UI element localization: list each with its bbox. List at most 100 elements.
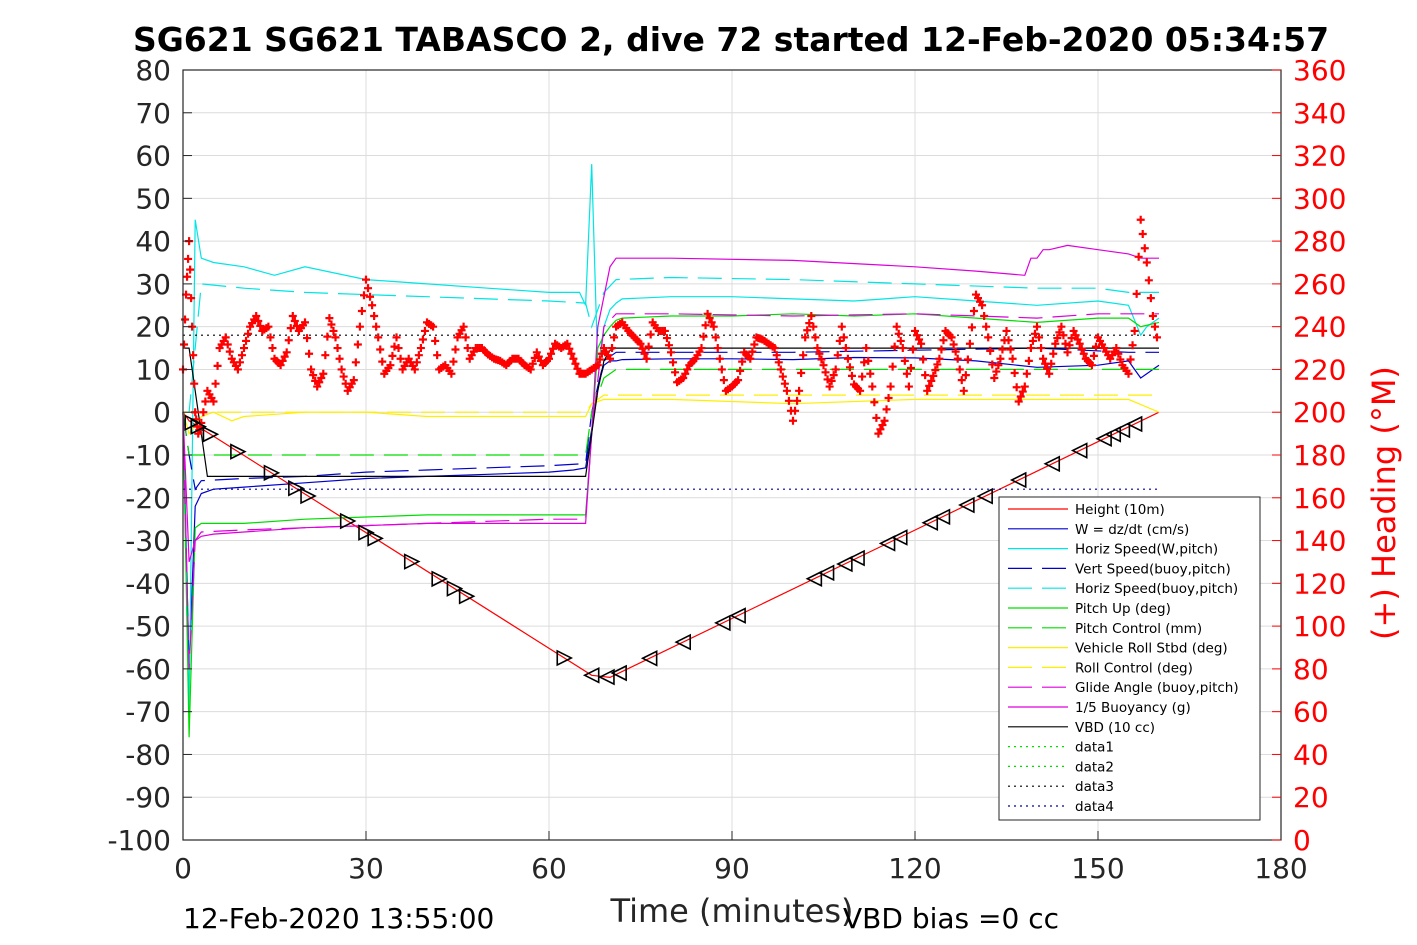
y-tick-label: 70 [135, 97, 171, 130]
heading-point [986, 346, 995, 355]
heading-point [1114, 349, 1123, 358]
heading-point [311, 376, 320, 385]
heading-point [225, 347, 234, 356]
heading-point [921, 371, 930, 380]
ascent-marker [878, 535, 896, 552]
heading-point [896, 336, 905, 345]
heading-point [1012, 383, 1021, 392]
y-tick-label: -20 [125, 482, 171, 515]
y-right-tick-label: 180 [1293, 439, 1346, 472]
heading-point [337, 365, 346, 374]
heading-point [1063, 348, 1072, 357]
y-tick-label: -100 [107, 824, 171, 857]
y-right-tick-label: 20 [1293, 781, 1329, 814]
heading-point [703, 309, 712, 318]
heading-point [699, 332, 708, 341]
legend-label: Horiz Speed(W,pitch) [1075, 542, 1218, 558]
heading-point [805, 319, 814, 328]
heading-point [866, 369, 875, 378]
heading-point [858, 372, 867, 381]
heading-point [567, 349, 576, 358]
x-tick-label: 180 [1254, 852, 1307, 885]
heading-point [990, 374, 999, 382]
y-right-tick-label: 160 [1293, 482, 1346, 515]
heading-point [996, 354, 1005, 363]
heading-point [915, 335, 924, 344]
y-tick-label: 0 [153, 396, 171, 429]
heading-point [778, 372, 787, 381]
ascent-marker [674, 633, 691, 651]
heading-point [1130, 326, 1139, 335]
heading-point [707, 318, 716, 327]
heading-point [886, 382, 895, 391]
heading-point [967, 323, 976, 332]
y-right-tick-label: 40 [1293, 738, 1329, 771]
y-tick-label: 10 [135, 353, 171, 386]
heading-point [451, 345, 460, 354]
heading-point [1024, 356, 1033, 365]
heading-point [931, 366, 940, 375]
ascent-marker [1095, 430, 1112, 448]
legend-label: W = dz/dt (cm/s) [1075, 522, 1189, 538]
heading-point [186, 265, 195, 274]
series-line-9 [182, 313, 1159, 669]
legend-label: Vehicle Roll Stbd (deg) [1075, 641, 1228, 657]
heading-point [362, 275, 370, 284]
heading-point [233, 365, 242, 374]
heading-point [534, 352, 543, 361]
heading-point [738, 357, 747, 366]
heading-point [530, 354, 539, 363]
heading-point [736, 366, 745, 375]
heading-point [963, 355, 972, 364]
heading-point [374, 333, 383, 342]
heading-point [817, 355, 826, 364]
heading-point [349, 376, 358, 385]
heading-point [1116, 355, 1125, 364]
y-tick-label: 40 [135, 225, 171, 258]
ascent-marker [1070, 442, 1088, 459]
heading-point [571, 359, 580, 368]
heading-point [307, 365, 316, 374]
heading-point [937, 345, 946, 354]
heading-point [711, 333, 720, 342]
heading-point [595, 355, 604, 364]
y-tick-label: 80 [135, 54, 171, 87]
ascent-marker [805, 570, 823, 588]
heading-point [461, 333, 470, 342]
heading-point [355, 322, 364, 331]
heading-point [1075, 339, 1084, 348]
heading-point [325, 314, 334, 323]
heading-point [640, 349, 649, 358]
y-tick-label: -40 [125, 567, 171, 600]
y-right-tick-label: 340 [1293, 97, 1346, 130]
heading-point [180, 340, 189, 349]
heading-point [1136, 215, 1145, 224]
heading-point [323, 332, 332, 341]
heading-point [526, 365, 535, 374]
heading-point [1037, 344, 1046, 353]
heading-point [679, 374, 688, 382]
heading-point [1146, 294, 1155, 303]
heading-point [1091, 342, 1100, 351]
heading-point [1020, 382, 1029, 391]
heading-point [992, 367, 1001, 376]
heading-point [394, 344, 403, 353]
heading-point [872, 413, 881, 422]
heading-point [321, 351, 330, 360]
heading-point [870, 398, 879, 407]
heading-point [636, 339, 645, 348]
heading-point [378, 357, 387, 366]
heading-point [418, 335, 427, 344]
heading-point [286, 324, 295, 333]
y-tick-label: -90 [125, 781, 171, 814]
heading-point [276, 361, 285, 370]
heading-point [221, 333, 230, 342]
heading-point [1053, 334, 1062, 343]
heading-point [837, 322, 846, 331]
heading-point [1087, 361, 1096, 370]
heading-point [1043, 364, 1052, 373]
heading-point [237, 351, 246, 360]
heading-point [213, 361, 222, 370]
heading-point [183, 272, 192, 281]
heading-point [965, 339, 974, 348]
